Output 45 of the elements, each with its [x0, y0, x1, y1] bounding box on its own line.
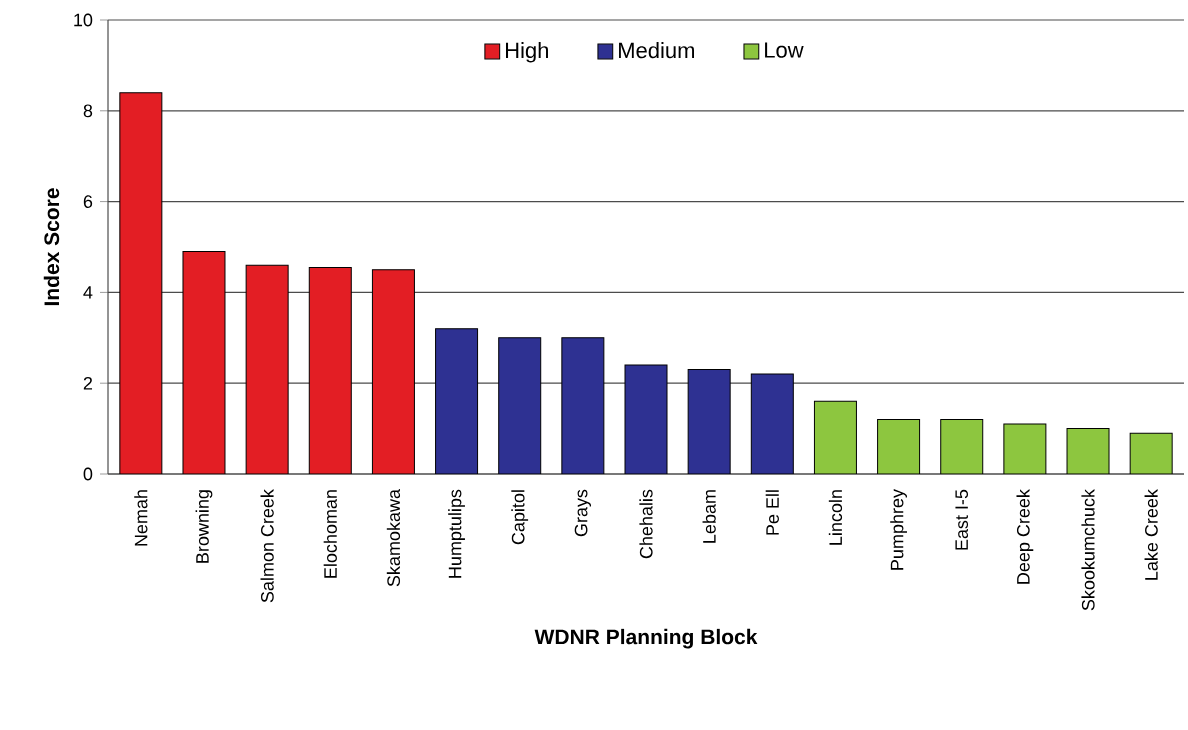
x-axis-title: WDNR Planning Block — [534, 628, 758, 649]
bar — [1003, 423, 1047, 474]
x-tick-label: Deep Creek — [1016, 489, 1034, 584]
x-tick-label: Browning — [195, 490, 213, 563]
bar — [877, 419, 921, 474]
bar — [435, 328, 479, 474]
x-tick-label: Pumphrey — [890, 489, 907, 570]
y-tick-label: 10 — [74, 13, 93, 27]
bar — [750, 373, 794, 474]
bar — [813, 400, 857, 474]
bar — [119, 92, 163, 474]
bar — [371, 269, 415, 474]
bar — [561, 337, 605, 474]
x-tick-label: Lebam — [702, 490, 716, 543]
y-axis-title: Index Score — [43, 188, 60, 306]
y-tick-label: 8 — [83, 104, 93, 118]
x-tick-label: Pe Ell — [765, 490, 779, 535]
bar — [308, 266, 352, 474]
y-tick-label: 0 — [83, 467, 93, 481]
y-tick-label: 2 — [83, 376, 93, 390]
bar — [1066, 428, 1110, 474]
x-tick-label: Lincoln — [828, 490, 843, 545]
bar — [245, 264, 289, 474]
x-tick-label: Chehalis — [639, 489, 653, 559]
x-tick-label: East I-5 — [955, 489, 969, 550]
x-tick-label: Elochoman — [323, 490, 337, 578]
x-tick-label: Lake Creek — [1144, 489, 1158, 580]
bar — [687, 369, 731, 474]
x-tick-label: Humptulips — [448, 489, 465, 578]
legend-label: Low — [765, 42, 804, 58]
x-tick-label: Nemah — [134, 490, 148, 546]
bar — [182, 251, 226, 474]
bar — [1129, 432, 1173, 474]
x-tick-label: Capitol — [511, 490, 529, 545]
y-tick-label: 4 — [83, 286, 93, 299]
x-tick-label: Salmon Creek — [260, 489, 274, 603]
x-tick-label: Grays — [574, 489, 592, 537]
legend-label: High — [506, 42, 548, 63]
bar — [940, 419, 984, 474]
bar — [498, 337, 542, 474]
x-tick-label: Skookumchuck — [1081, 489, 1095, 611]
x-tick-label: Skamokawa — [386, 489, 401, 587]
y-tick-label: 6 — [83, 195, 93, 208]
bar — [624, 364, 668, 474]
legend-label: Medium — [619, 42, 694, 59]
